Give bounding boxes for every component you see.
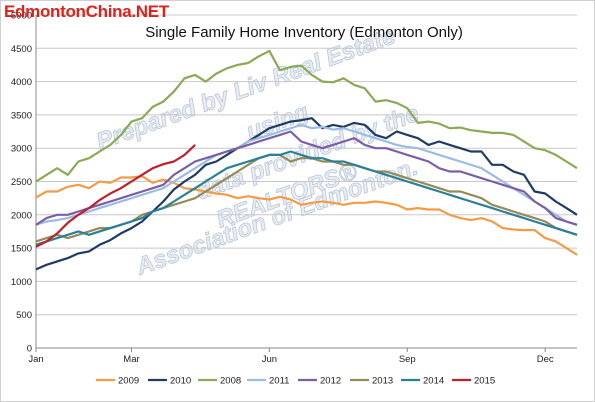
y-tick-label: 500 bbox=[16, 310, 32, 321]
y-tick-label: 4000 bbox=[11, 77, 32, 88]
y-tick-label: 2500 bbox=[11, 177, 32, 188]
y-tick-label: 2000 bbox=[11, 210, 32, 221]
y-tick-label: 1500 bbox=[11, 244, 32, 255]
y-tick-label: 4500 bbox=[11, 44, 32, 55]
y-tick-label: 3000 bbox=[11, 144, 32, 155]
y-tick-label: 1000 bbox=[11, 277, 32, 288]
legend: 2009 2010 2008 2011 2012 2013 2014 2015 bbox=[96, 376, 495, 387]
x-tick-label: Jan bbox=[28, 354, 43, 365]
series-line-2008 bbox=[35, 49, 578, 183]
x-tick-label: Sep bbox=[399, 354, 416, 365]
x-tick-label: Jun bbox=[262, 354, 277, 365]
y-tick-label: 0 bbox=[27, 344, 32, 355]
series-line-2014 bbox=[35, 150, 578, 246]
legend-label-2008: 2008 bbox=[220, 376, 241, 387]
legend-label-2010: 2010 bbox=[170, 376, 191, 387]
legend-label-2013: 2013 bbox=[372, 376, 393, 387]
grid bbox=[36, 14, 577, 349]
legend-label-2014: 2014 bbox=[423, 376, 444, 387]
y-tick-label: 3500 bbox=[11, 110, 32, 121]
series-line-2015 bbox=[35, 144, 196, 248]
series-line-2011 bbox=[35, 123, 578, 226]
legend-label-2009: 2009 bbox=[118, 376, 139, 387]
chart-title: Single Family Home Inventory (Edmonton O… bbox=[145, 24, 463, 41]
legend-label-2015: 2015 bbox=[474, 376, 495, 387]
site-logo: EdmontonChina.NET bbox=[4, 2, 169, 21]
series-line-2012 bbox=[35, 130, 578, 226]
legend-label-2011: 2011 bbox=[269, 376, 289, 387]
x-tick-label: Dec bbox=[537, 354, 554, 365]
series-lines bbox=[35, 49, 578, 271]
y-tick-label: 5000 bbox=[11, 11, 32, 22]
legend-label-2012: 2012 bbox=[320, 376, 341, 387]
series-line-2010 bbox=[35, 117, 578, 271]
x-tick-label: Mar bbox=[123, 354, 139, 365]
series-line-2009 bbox=[35, 175, 578, 256]
